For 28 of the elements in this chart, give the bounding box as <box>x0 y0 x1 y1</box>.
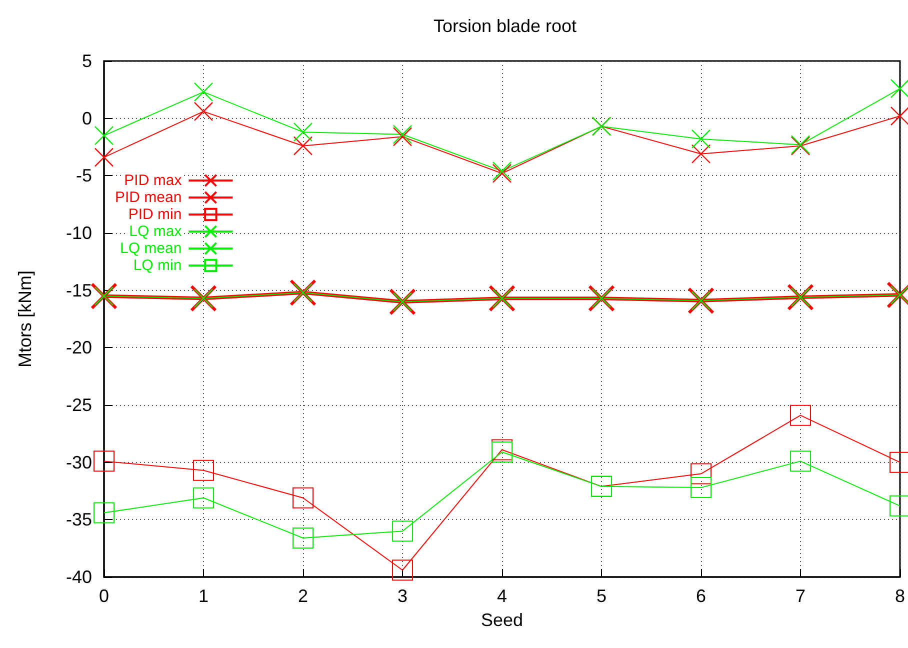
x-tick-label: 6 <box>696 586 706 606</box>
y-tick-label: -25 <box>66 395 92 415</box>
x-tick-label: 2 <box>298 586 308 606</box>
legend-label: PID mean <box>114 189 182 206</box>
legend-label: LQ mean <box>120 240 182 257</box>
y-tick-label: -15 <box>66 280 92 300</box>
x-tick-label: 8 <box>894 586 905 606</box>
y-tick-label: -40 <box>66 567 92 587</box>
y-tick-label: -5 <box>76 166 92 186</box>
x-tick-label: 3 <box>397 586 408 606</box>
legend-label: LQ max <box>129 223 182 240</box>
chart-title: Torsion blade root <box>433 16 577 36</box>
legend-label: LQ min <box>133 257 182 274</box>
y-axis-title: Mtors [kNm] <box>15 270 35 368</box>
x-tick-label: 0 <box>98 586 110 606</box>
x-tick-label: 5 <box>596 586 607 606</box>
y-tick-label: 5 <box>82 51 92 71</box>
y-tick-label: -30 <box>66 452 92 472</box>
y-tick-label: -10 <box>66 223 92 243</box>
y-tick-label: -35 <box>66 510 92 530</box>
x-axis-title: Seed <box>480 610 524 630</box>
legend-label: PID min <box>128 206 182 223</box>
legend-label: PID max <box>124 172 182 189</box>
x-tick-label: 7 <box>795 586 806 606</box>
x-tick-label: 1 <box>198 586 209 606</box>
y-tick-label: 0 <box>82 108 92 128</box>
y-tick-label: -20 <box>66 338 92 358</box>
x-tick-label: 4 <box>496 586 508 606</box>
